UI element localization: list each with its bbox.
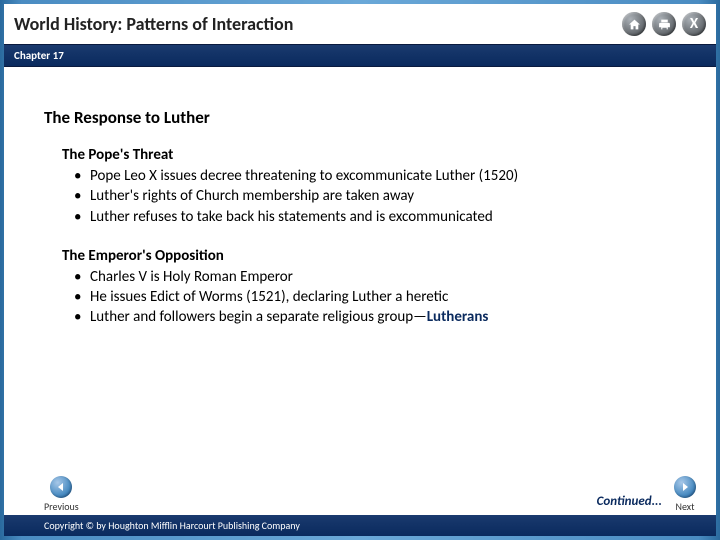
section-title: The Response to Luther <box>44 107 676 128</box>
next-button[interactable]: Next <box>674 476 696 513</box>
slide-inner: World History: Patterns of Interaction X… <box>4 4 716 536</box>
nav-label: Next <box>676 500 695 513</box>
list-item: Pope Leo X issues decree threatening to … <box>90 166 676 186</box>
previous-button[interactable]: Previous <box>44 476 79 513</box>
header: World History: Patterns of Interaction X <box>4 4 716 44</box>
bold-term: Lutherans <box>427 308 489 326</box>
sub-heading: The Pope's Threat <box>62 146 676 164</box>
bullet-text: Luther and followers begin a separate re… <box>90 308 427 326</box>
bullet-list: Charles V is Holy Roman Emperor He issue… <box>90 267 676 328</box>
header-icons: X <box>622 12 706 36</box>
arrow-right-icon <box>674 476 696 498</box>
sub-heading: The Emperor's Opposition <box>62 247 676 265</box>
footer: Previous Continued... Next Copyright © b… <box>4 476 716 536</box>
list-item: He issues Edict of Worms (1521), declari… <box>90 287 676 307</box>
print-icon[interactable] <box>652 12 676 36</box>
list-item: Luther's rights of Church membership are… <box>90 186 676 206</box>
copyright: Copyright © by Houghton Mifflin Harcourt… <box>4 515 716 536</box>
slide-frame: World History: Patterns of Interaction X… <box>0 0 720 540</box>
close-icon[interactable]: X <box>682 12 706 36</box>
subsection-0: The Pope's Threat Pope Leo X issues decr… <box>62 146 676 227</box>
arrow-left-icon <box>50 476 72 498</box>
content-area: The Response to Luther The Pope's Threat… <box>4 67 716 358</box>
subsection-1: The Emperor's Opposition Charles V is Ho… <box>62 247 676 328</box>
nav-label: Previous <box>44 500 79 513</box>
list-item: Luther refuses to take back his statemen… <box>90 207 676 227</box>
home-icon[interactable] <box>622 12 646 36</box>
list-item: Charles V is Holy Roman Emperor <box>90 267 676 287</box>
nav-row: Previous Continued... Next <box>4 476 716 515</box>
list-item: Luther and followers begin a separate re… <box>90 307 676 327</box>
chapter-bar: Chapter 17 <box>4 44 716 67</box>
bullet-list: Pope Leo X issues decree threatening to … <box>90 166 676 227</box>
continued-text: Continued... <box>597 494 662 513</box>
book-title: World History: Patterns of Interaction <box>14 13 622 35</box>
